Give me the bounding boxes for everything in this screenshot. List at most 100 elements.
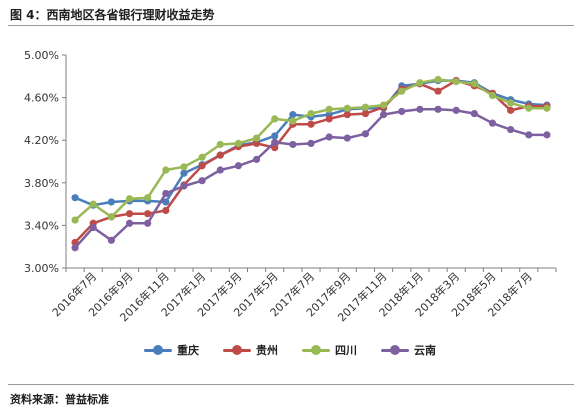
- chart-axes: [62, 54, 557, 272]
- data-point: [125, 219, 134, 227]
- data-point: [180, 169, 188, 177]
- data-point: [434, 105, 442, 113]
- legend-swatch: [223, 344, 251, 356]
- data-point: [361, 103, 370, 111]
- data-point: [452, 78, 460, 86]
- data-point: [162, 198, 170, 206]
- data-point: [180, 163, 188, 171]
- data-point: [543, 104, 551, 112]
- data-point: [470, 80, 478, 88]
- data-point: [543, 131, 551, 139]
- data-point: [361, 109, 370, 118]
- data-point: [289, 117, 297, 125]
- data-point: [525, 104, 533, 112]
- y-tick-label: 3.00%: [24, 262, 59, 275]
- source-note: 资料来源：普益标准: [10, 393, 109, 406]
- data-point: [507, 125, 515, 134]
- data-point: [325, 115, 333, 123]
- legend-swatch: [144, 344, 172, 356]
- data-point: [307, 120, 315, 128]
- figure-title: 图 4：西南地区各省银行理财收益走势: [10, 8, 215, 22]
- data-point: [216, 151, 224, 159]
- y-tick-label: 5.00%: [24, 49, 59, 62]
- legend-item: 云南: [381, 342, 436, 358]
- data-point: [107, 213, 115, 221]
- data-point: [361, 130, 370, 138]
- legend-item: 重庆: [144, 342, 199, 358]
- series-line: [73, 108, 549, 250]
- data-point: [144, 194, 152, 202]
- data-point: [307, 139, 315, 147]
- data-point: [216, 140, 224, 149]
- data-point: [452, 106, 460, 114]
- legend-swatch: [381, 344, 409, 356]
- data-point: [144, 219, 152, 227]
- data-point: [71, 194, 79, 202]
- chart-legend: 重庆 贵州 四川 云南: [0, 340, 580, 360]
- series-line: [73, 79, 549, 244]
- data-point: [488, 119, 497, 127]
- line-chart: 3.00% 3.40% 3.80% 4.20% 4.60% 5.00% 2016年7月20…: [24, 49, 557, 324]
- data-point: [107, 198, 115, 206]
- legend-label: 贵州: [256, 344, 278, 357]
- data-point: [89, 223, 97, 232]
- legend-swatch: [302, 344, 330, 356]
- data-point: [252, 134, 261, 142]
- data-point: [125, 210, 134, 218]
- data-point: [107, 236, 115, 244]
- data-point: [71, 216, 79, 224]
- data-point: [234, 162, 243, 170]
- data-point: [416, 79, 424, 87]
- data-point: [507, 106, 515, 114]
- legend-label: 重庆: [177, 344, 199, 357]
- data-point: [89, 200, 97, 208]
- data-point: [252, 139, 261, 147]
- data-point: [271, 132, 279, 140]
- data-point: [307, 109, 315, 118]
- data-point: [470, 109, 478, 118]
- legend-item: 贵州: [223, 342, 278, 358]
- data-point: [234, 139, 243, 147]
- data-point: [71, 244, 79, 252]
- data-point: [271, 115, 279, 123]
- data-point: [289, 140, 297, 149]
- data-point: [507, 99, 515, 107]
- y-tick-label: 4.20%: [24, 134, 59, 147]
- data-point: [379, 111, 388, 119]
- x-tick-labels: 2016年7月2016年9月2016年11月2017年1月2017年3月2017…: [49, 269, 535, 324]
- legend-label: 四川: [335, 344, 357, 357]
- data-point: [162, 189, 170, 198]
- source-divider: [8, 384, 574, 385]
- data-point: [416, 105, 424, 113]
- legend-item: 四川: [302, 342, 357, 358]
- data-point: [343, 134, 351, 142]
- y-tick-label: 3.80%: [24, 177, 59, 190]
- data-point: [271, 144, 279, 152]
- data-point: [289, 111, 297, 119]
- data-point: [216, 166, 224, 174]
- y-tick-label: 3.40%: [24, 219, 59, 232]
- data-point: [379, 101, 388, 109]
- data-point: [252, 155, 261, 163]
- data-point: [343, 111, 351, 119]
- data-point: [398, 87, 406, 95]
- data-point: [125, 195, 134, 203]
- title-divider: [8, 25, 574, 26]
- data-point: [144, 210, 152, 218]
- data-point: [434, 75, 442, 84]
- data-point: [162, 206, 170, 215]
- data-point: [271, 138, 279, 146]
- data-point: [343, 104, 351, 112]
- data-point: [162, 166, 170, 174]
- y-tick-label: 4.60%: [24, 92, 59, 105]
- legend-label: 云南: [414, 344, 436, 357]
- data-point: [434, 87, 442, 95]
- y-tick-labels: 3.00% 3.40% 3.80% 4.20% 4.60% 5.00%: [24, 49, 59, 275]
- data-point: [488, 91, 497, 100]
- data-point: [198, 177, 206, 185]
- data-point: [525, 131, 533, 139]
- data-point: [398, 107, 406, 116]
- data-point: [325, 133, 333, 141]
- chart-series: [71, 75, 551, 252]
- data-point: [325, 105, 333, 113]
